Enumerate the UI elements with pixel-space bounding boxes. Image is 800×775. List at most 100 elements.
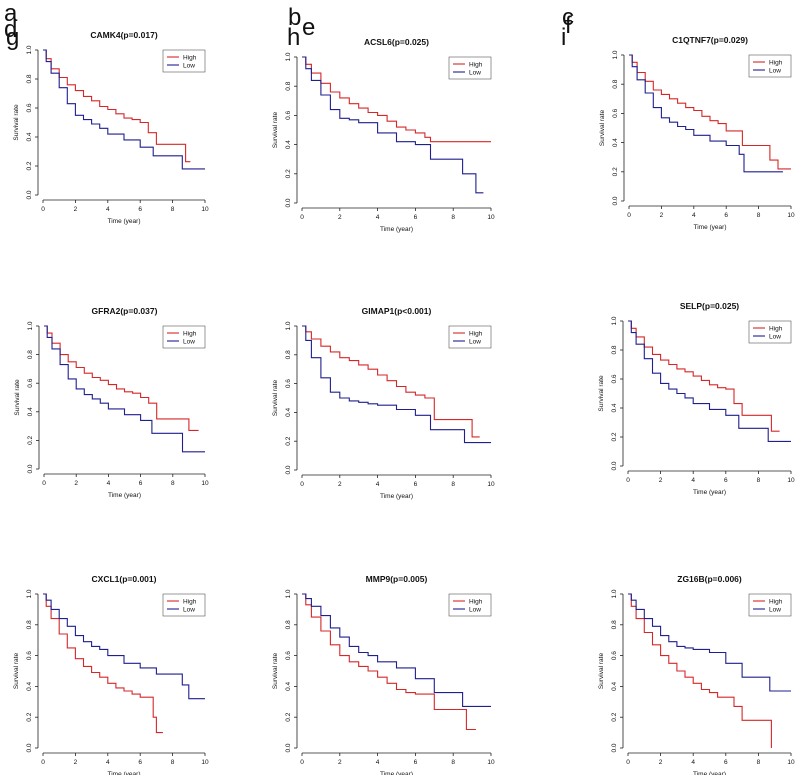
legend-label-high: High	[183, 54, 197, 61]
y-tick-label: 0.8	[285, 350, 292, 359]
x-axis-label: Time (year)	[108, 771, 141, 775]
legend-box	[448, 325, 492, 349]
y-tick-label: 1.0	[611, 589, 618, 598]
y-tick-label: 0.8	[27, 350, 34, 359]
legend-label-high: High	[769, 598, 783, 605]
y-tick-label: 0.6	[26, 103, 33, 112]
y-tick-label: 0.4	[612, 138, 619, 147]
x-tick-label: 6	[724, 212, 728, 219]
x-tick-label: 8	[757, 477, 761, 484]
y-tick-label: 0.4	[26, 132, 33, 141]
y-tick-label: 0.4	[27, 407, 34, 416]
legend-label-low: Low	[183, 62, 195, 69]
y-axis-label: Survival rate	[13, 104, 20, 141]
y-tick-label: 0.6	[611, 374, 618, 383]
x-tick-label: 0	[300, 214, 304, 221]
km-panel-c: c C1QTNF7(p=0.029) 0.0 0.2 0.4 0.6 0.8 1.0 Survi…	[534, 0, 800, 258]
y-tick-label: 0.4	[611, 403, 618, 412]
chart-title: GIMAP1(p<0.001)	[362, 306, 432, 316]
legend-label-low: Low	[769, 67, 781, 74]
km-curve-low	[628, 593, 791, 692]
km-panel-g: g CXCL1(p=0.001) 0.0 0.2 0.4 0.6 0.8 1.0 Surviva…	[0, 26, 267, 775]
km-chart: C1QTNF7(p=0.029) 0.0 0.2 0.4 0.6 0.8 1.0 Surviv…	[599, 35, 795, 231]
x-tick-label: 10	[201, 480, 209, 487]
km-panel-f: f SELP(p=0.025) 0.0 0.2 0.4 0.6 0.8 1.0 Survival…	[534, 14, 800, 516]
y-tick-label: 0.8	[285, 81, 292, 90]
y-tick-label: 0.0	[26, 190, 33, 199]
legend-label-high: High	[183, 330, 197, 337]
y-tick-label: 0.4	[285, 682, 292, 691]
x-tick-label: 10	[487, 481, 495, 488]
y-axis-label: Survival rate	[598, 375, 605, 412]
y-tick-label: 1.0	[612, 50, 619, 59]
x-tick-label: 10	[487, 759, 495, 766]
y-tick-label: 0.8	[611, 620, 618, 629]
y-axis-label: Survival rate	[13, 653, 20, 690]
km-curve-high	[302, 593, 476, 731]
x-tick-label: 6	[724, 759, 728, 766]
x-axis-label: Time (year)	[380, 771, 413, 775]
y-tick-label: 0.6	[285, 651, 292, 660]
y-tick-label: 0.0	[285, 198, 292, 207]
km-chart: ZG16B(p=0.006) 0.0 0.2 0.4 0.6 0.8 1.0 Survival…	[598, 574, 795, 775]
km-panel-b: b ACSL6(p=0.025) 0.0 0.2 0.4 0.6 0.8 1.0 Surviva…	[267, 0, 534, 258]
legend-box	[162, 325, 206, 349]
x-tick-label: 8	[451, 481, 455, 488]
legend-label-low: Low	[183, 606, 195, 613]
x-axis-label: Time (year)	[108, 218, 141, 225]
x-axis-label: Time (year)	[694, 224, 727, 231]
x-tick-label: 6	[139, 480, 143, 487]
chart-title: GFRA2(p=0.037)	[92, 306, 158, 316]
y-tick-label: 0.6	[27, 378, 34, 387]
legend-box	[748, 54, 792, 78]
y-axis-label: Survival rate	[272, 653, 279, 690]
x-tick-label: 2	[74, 480, 78, 487]
x-tick-label: 4	[376, 759, 380, 766]
x-tick-label: 4	[376, 481, 380, 488]
y-tick-label: 1.0	[611, 316, 618, 325]
legend-label-high: High	[469, 598, 483, 605]
y-tick-label: 0.2	[26, 161, 33, 170]
y-axis-label: Survival rate	[14, 379, 21, 416]
panel-letter: b	[288, 4, 302, 31]
panel-letter: h	[287, 24, 301, 51]
y-tick-label: 0.2	[285, 169, 292, 178]
km-panel-h: h MMP9(p=0.005) 0.0 0.2 0.4 0.6 0.8 1.0 Survival…	[267, 26, 534, 775]
x-tick-label: 4	[691, 477, 695, 484]
chart-title: CXCL1(p=0.001)	[92, 574, 157, 584]
y-tick-label: 0.2	[611, 432, 618, 441]
km-curve-high	[302, 325, 480, 438]
y-tick-label: 1.0	[27, 321, 34, 330]
x-tick-label: 4	[376, 214, 380, 221]
y-tick-label: 0.8	[285, 620, 292, 629]
km-curve-low	[629, 54, 783, 173]
km-panel-a: a CAMK4(p=0.017) 0.0 0.2 0.4 0.6 0.8 1.0 Surviva…	[0, 0, 267, 258]
x-tick-label: 6	[724, 477, 728, 484]
legend-label-high: High	[469, 330, 483, 337]
x-tick-label: 2	[660, 212, 664, 219]
x-tick-label: 6	[414, 214, 418, 221]
x-tick-label: 10	[787, 759, 795, 766]
x-tick-label: 10	[787, 477, 795, 484]
legend-box	[448, 593, 492, 617]
y-tick-label: 0.4	[285, 140, 292, 149]
x-tick-label: 4	[691, 759, 695, 766]
x-axis-label: Time (year)	[380, 493, 413, 500]
y-tick-label: 0.0	[285, 743, 292, 752]
x-tick-label: 8	[757, 212, 761, 219]
y-tick-label: 0.2	[27, 436, 34, 445]
km-curve-low	[302, 56, 484, 194]
x-axis-label: Time (year)	[108, 492, 141, 499]
y-tick-label: 0.8	[611, 345, 618, 354]
legend-box	[448, 56, 492, 80]
y-tick-label: 0.6	[26, 651, 33, 660]
x-tick-label: 8	[171, 480, 175, 487]
legend-label-high: High	[183, 598, 197, 605]
x-tick-label: 2	[74, 206, 78, 213]
y-tick-label: 0.4	[26, 682, 33, 691]
x-tick-label: 6	[414, 759, 418, 766]
x-axis-label: Time (year)	[693, 489, 726, 496]
panel-letter: a	[4, 0, 18, 27]
legend-label-low: Low	[469, 338, 481, 345]
